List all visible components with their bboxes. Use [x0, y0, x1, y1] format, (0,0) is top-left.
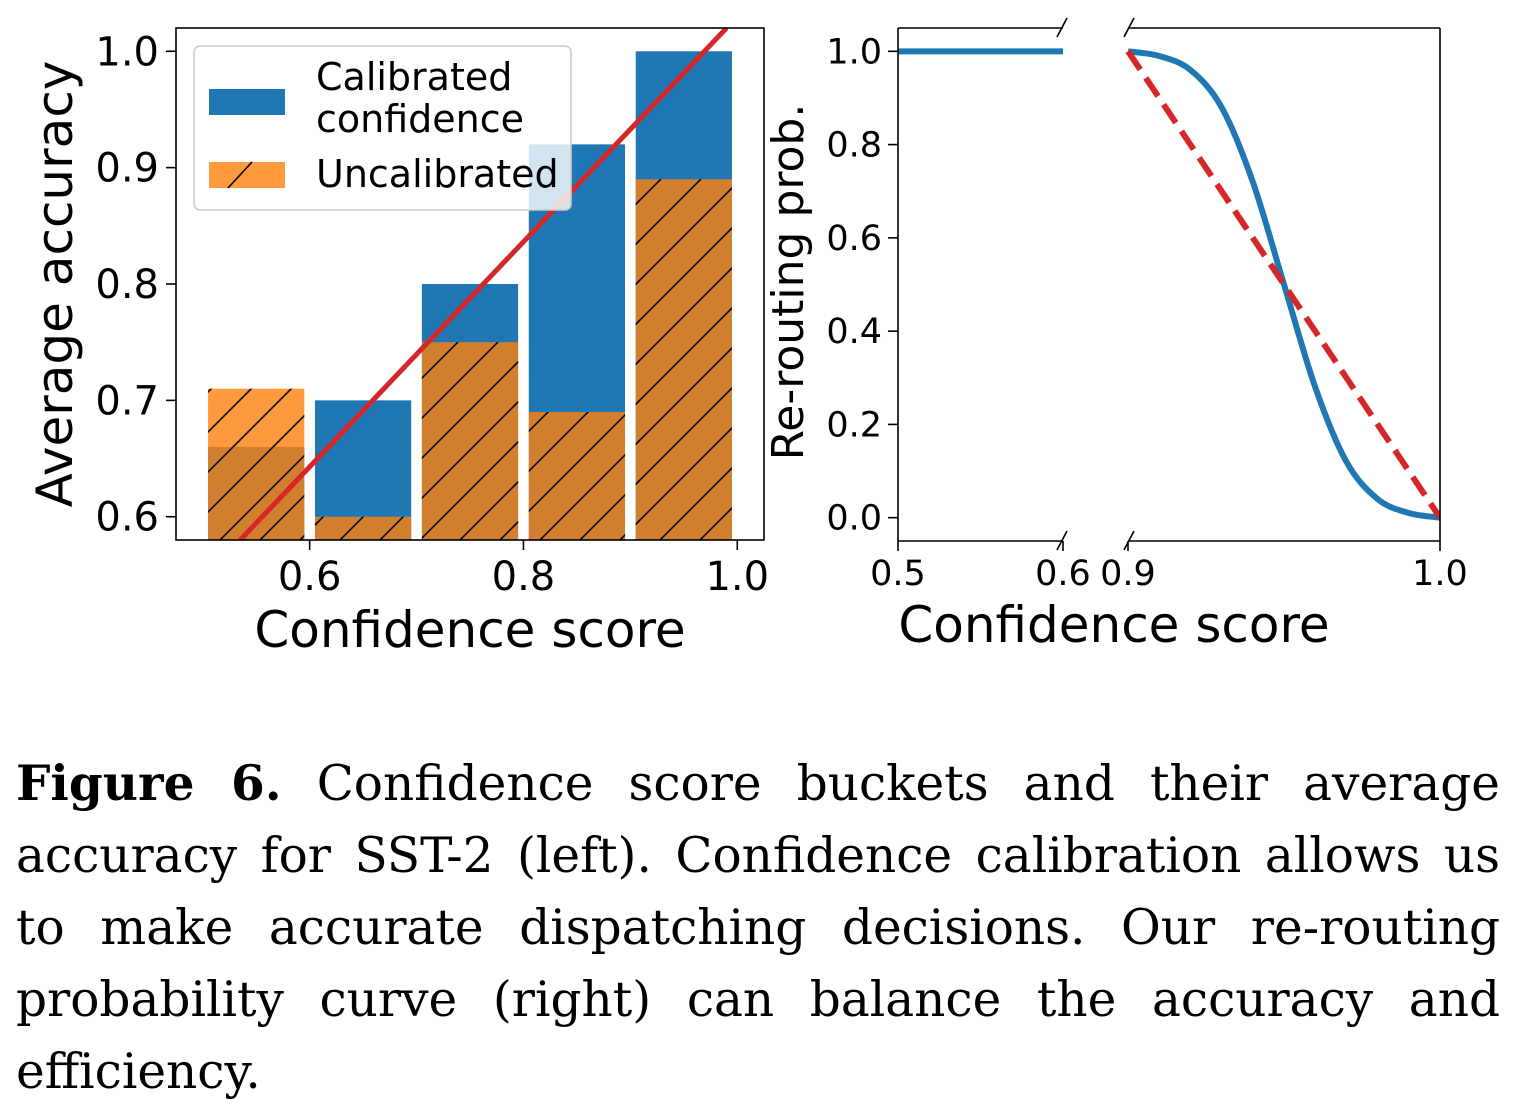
bar-uncalibrated-hatch [421, 342, 519, 540]
bar-uncalibrated-hatch [314, 516, 412, 540]
legend-label-calibrated-line2: confidence [316, 97, 524, 141]
rerouting-line-dashed [1125, 49, 1440, 520]
left-x-tick-label: 1.0 [705, 554, 769, 600]
legend-label-uncalibrated: Uncalibrated [316, 152, 559, 196]
figure-caption: Figure 6. Confidence score buckets and t… [16, 748, 1500, 1108]
caption-text: Confidence score buckets and their avera… [16, 756, 1500, 1100]
left-x-ticks: 0.6 0.8 1.0 [278, 540, 769, 600]
right-y-tick-label: 0.0 [826, 499, 882, 539]
left-y-ticks: 0.6 0.7 0.8 0.9 1.0 [95, 29, 176, 541]
right-x-ticks: 0.5 0.6 0.9 1.0 [870, 541, 1468, 594]
legend-swatch-calibrated [209, 89, 285, 115]
rerouting-probability-chart: 0.00.20.40.60.81.0 0.5 0.6 0.9 1.0 Confiden… [763, 17, 1468, 654]
rerouting-curve-solid [1127, 48, 1440, 521]
bar-uncalibrated-hatch [528, 412, 626, 540]
right-y-tick-label: 0.8 [826, 126, 882, 166]
right-x-tick-label: 0.5 [870, 554, 926, 594]
left-x-axis-label: Confidence score [254, 601, 685, 659]
right-y-tick-label: 1.0 [826, 32, 882, 72]
caption-label: Figure 6. [16, 755, 282, 812]
reference-line-layer [238, 28, 729, 540]
right-y-tick-label: 0.4 [826, 312, 882, 352]
legend-swatch-uncalibrated [209, 162, 285, 188]
right-y-tick-label: 0.2 [826, 405, 882, 445]
left-x-tick-label: 0.6 [278, 554, 342, 600]
legend-swatch-hatch [227, 161, 253, 189]
legend-frame [193, 45, 572, 211]
left-y-tick-label: 0.8 [95, 262, 159, 308]
legend: Calibrated confidence Uncalibrated [193, 45, 572, 211]
legend-label-calibrated: Calibrated confidence [316, 55, 524, 141]
lines-layer [898, 48, 1440, 521]
right-x-tick-label: 1.0 [1412, 554, 1468, 594]
accuracy-bar-chart: 0.6 0.7 0.8 0.9 1.0 0.6 0.8 1.0 Confidence sco… [26, 27, 769, 659]
left-x-tick-label: 0.8 [492, 554, 556, 600]
right-y-ticks: 0.0 0.2 0.4 0.6 0.8 1.0 [826, 32, 898, 539]
left-y-tick-label: 1.0 [95, 29, 159, 75]
right-y-tick-label: 0.6 [826, 219, 882, 259]
right-y-axis-label: Re-routing prob. [763, 104, 814, 461]
reference-diagonal-line [238, 28, 729, 540]
left-y-tick-label: 0.9 [95, 146, 159, 192]
left-y-axis-label: Average accuracy [26, 61, 84, 508]
left-y-tick-label: 0.6 [95, 495, 159, 541]
right-axes-frame [897, 17, 1441, 551]
left-y-tick-label: 0.7 [95, 378, 159, 424]
figure: 0.6 0.7 0.8 0.9 1.0 0.6 0.8 1.0 Confidence sco… [26, 17, 1468, 659]
bar-uncalibrated-hatch [208, 388, 305, 540]
legend-label-calibrated-line1: Calibrated [316, 55, 512, 99]
bar-uncalibrated-hatch [635, 179, 732, 541]
right-x-tick-label: 0.6 [1035, 554, 1091, 594]
right-x-tick-label: 0.9 [1100, 554, 1156, 594]
right-x-axis-label: Confidence score [898, 596, 1329, 654]
